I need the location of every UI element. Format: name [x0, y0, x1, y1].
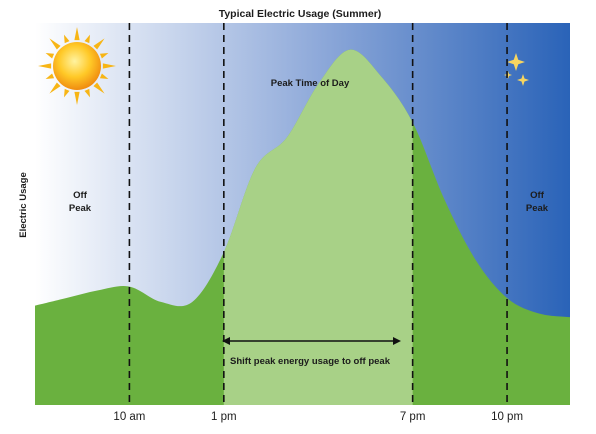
shift-label: Shift peak energy usage to off peak: [230, 356, 391, 367]
x-tick-label: 10 am: [113, 411, 145, 423]
x-tick-label: 7 pm: [400, 411, 426, 423]
usage-area-group: [35, 49, 570, 406]
off-peak-left-line1: Off: [73, 190, 88, 201]
off-peak-right-line1: Off: [530, 190, 545, 201]
chart-title: Typical Electric Usage (Summer): [219, 8, 382, 20]
x-tick-label: 1 pm: [211, 411, 237, 423]
shift-arrow: [222, 337, 401, 345]
x-tick-labels: 10 am 1 pm 7 pm 10 pm: [113, 411, 523, 423]
x-tick-label: 10 pm: [491, 411, 523, 423]
off-peak-left-line2: Peak: [69, 203, 92, 214]
y-axis-label: Electric Usage: [18, 172, 29, 237]
peak-time-label: Peak Time of Day: [271, 78, 350, 89]
sun-icon: [38, 27, 116, 105]
usage-area-peak: [223, 49, 413, 405]
off-peak-right-line2: Peak: [526, 203, 549, 214]
moon-stars-icon: [504, 50, 560, 104]
